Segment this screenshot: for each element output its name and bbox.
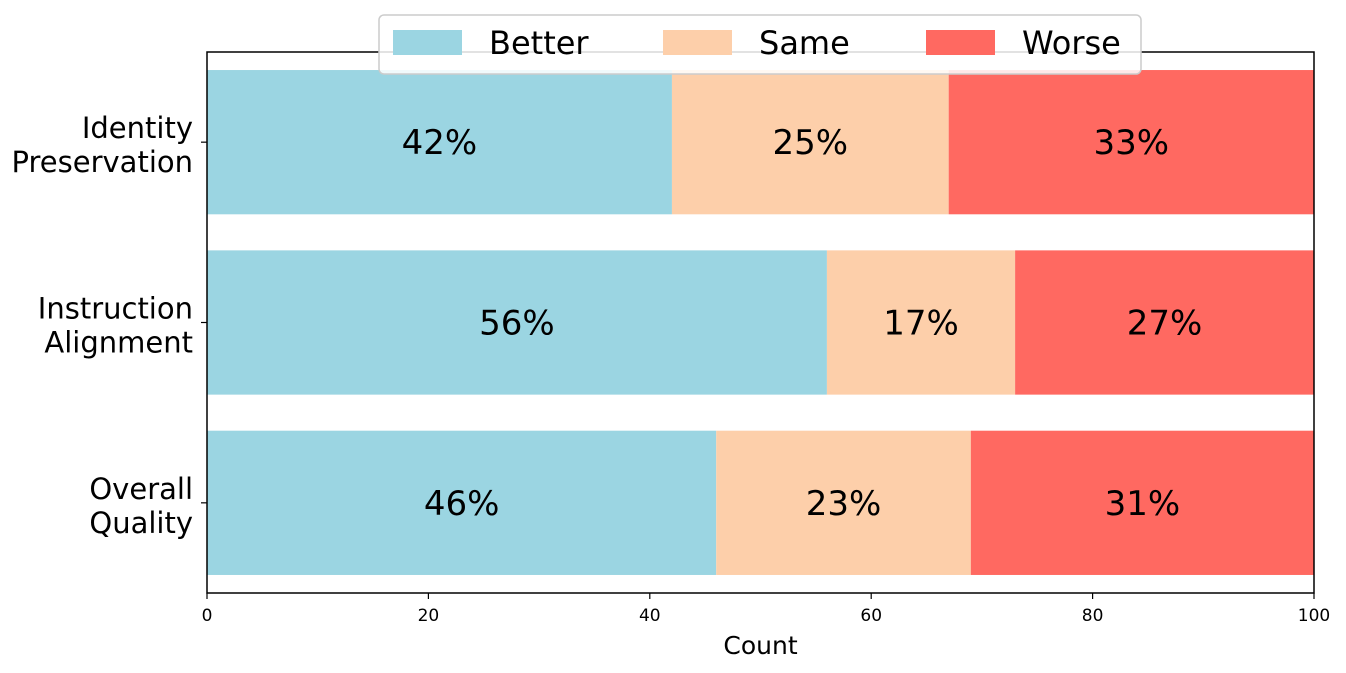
bar-worse-2[interactable] [1015, 250, 1314, 395]
y-tick-label-1-line-1: Identity [82, 111, 193, 145]
legend-swatch-same [663, 30, 732, 55]
y-tick-label-1-line-2: Preservation [12, 145, 193, 179]
y-tick-label-3-line-1: Overall [89, 472, 193, 506]
data-label-better-2: 56% [479, 304, 555, 344]
data-label-same-2: 17% [883, 304, 959, 344]
legend-swatch-worse [926, 30, 995, 55]
x-tick-label-100: 100 [1298, 606, 1330, 626]
data-label-worse-2: 27% [1127, 304, 1203, 344]
legend-label-same: Same [759, 24, 850, 62]
y-tick-label-2-line-1: Instruction [38, 292, 193, 326]
bar-worse-1[interactable] [948, 70, 1314, 215]
x-axis-label: Count [723, 631, 797, 660]
data-label-same-3: 23% [806, 484, 882, 524]
x-tick-label-80: 80 [1082, 606, 1104, 626]
legend-box [378, 14, 1142, 75]
bar-same-1[interactable] [671, 70, 949, 215]
bar-same-2[interactable] [826, 250, 1016, 395]
legend-swatch-better [393, 30, 462, 55]
x-tick-label-40: 40 [639, 606, 661, 626]
bar-better-2[interactable] [207, 250, 827, 395]
data-label-same-1: 25% [773, 123, 849, 163]
y-tick-label-2-line-2: Alignment [44, 326, 193, 360]
x-tick-label-60: 60 [860, 606, 882, 626]
bar-better-1[interactable] [207, 70, 672, 215]
bar-better-3[interactable] [207, 430, 717, 575]
x-tick-label-0: 0 [202, 606, 213, 626]
legend-label-worse: Worse [1022, 24, 1121, 62]
data-label-worse-1: 33% [1094, 123, 1170, 163]
data-label-better-1: 42% [402, 123, 478, 163]
data-label-worse-3: 31% [1105, 484, 1181, 524]
data-label-better-3: 46% [424, 484, 500, 524]
bar-same-3[interactable] [716, 430, 971, 575]
x-tick-label-20: 20 [418, 606, 440, 626]
y-tick-label-3-line-2: Quality [89, 506, 193, 540]
legend-label-better: Better [489, 24, 589, 62]
bar-worse-3[interactable] [970, 430, 1314, 575]
